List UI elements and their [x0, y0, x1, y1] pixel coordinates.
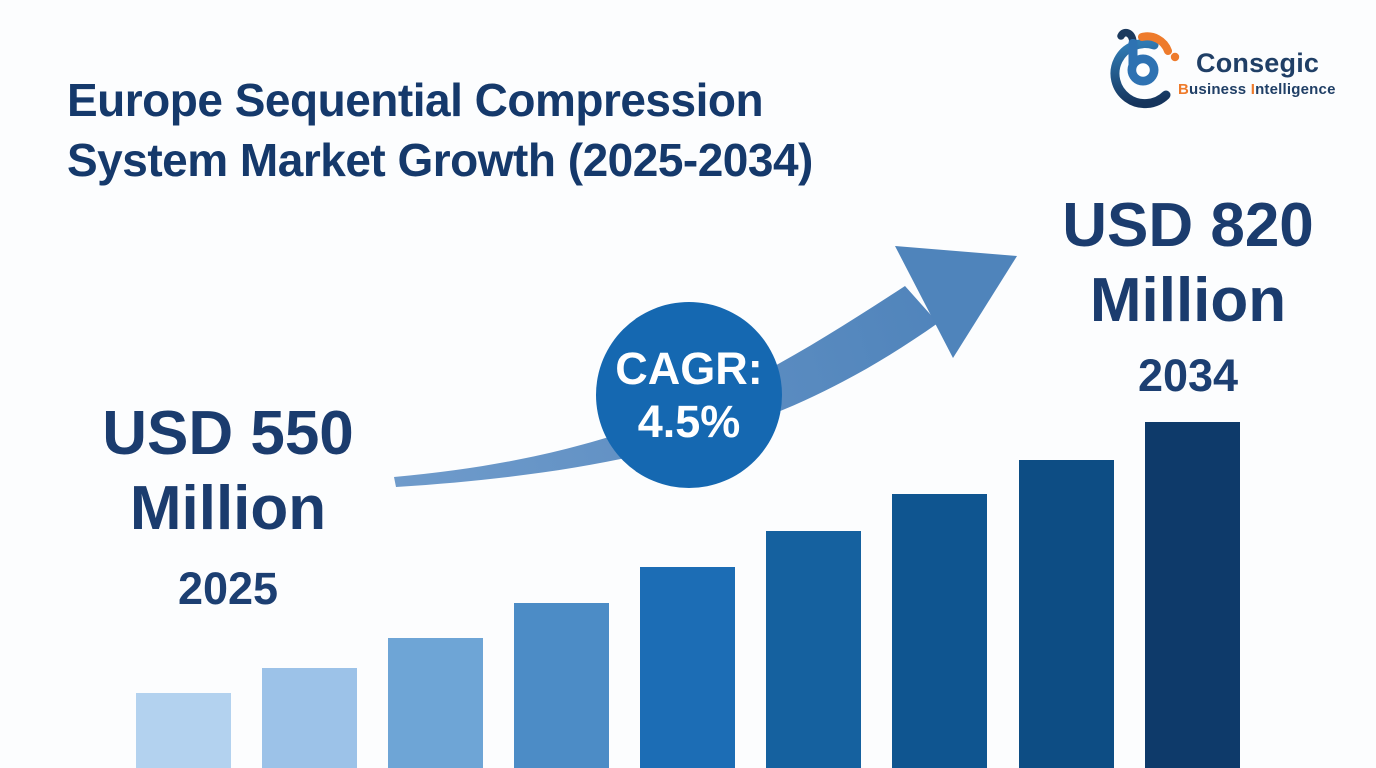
bar-5: [640, 567, 735, 768]
end-value-line1: USD 820: [1062, 191, 1314, 260]
bar-8: [1019, 460, 1114, 768]
cagr-label: CAGR:: [615, 343, 763, 394]
bar-7: [892, 494, 987, 768]
bar-3: [388, 638, 483, 768]
growth-arrow-head: [895, 246, 1017, 358]
logo-subtitle-ntelligence: ntelligence: [1255, 81, 1336, 98]
start-value-line2: Million: [129, 474, 327, 543]
cagr-value: 4.5%: [637, 396, 741, 447]
bar-9: [1145, 422, 1240, 768]
bar-1: [136, 693, 231, 768]
end-value-label: USD 820 Million: [998, 188, 1376, 338]
start-value-line1: USD 550: [102, 399, 354, 468]
start-value-label: USD 550 Million: [38, 396, 418, 546]
bar-6: [766, 531, 861, 768]
bar-4: [514, 603, 609, 768]
logo-subtitle-b: B: [1178, 81, 1190, 98]
end-value-line2: Million: [1089, 266, 1287, 335]
cagr-badge: CAGR: 4.5%: [596, 302, 782, 488]
page-title-line1: Europe Sequential Compression: [67, 74, 764, 126]
bar-2: [262, 668, 357, 768]
page-title: Europe Sequential Compression System Mar…: [67, 70, 1047, 190]
logo-orange-dot: [1170, 52, 1180, 62]
start-year-label: 2025: [177, 563, 279, 614]
page-title-line2: System Market Growth (2025-2034): [67, 134, 813, 186]
end-year-label: 2034: [1137, 350, 1239, 401]
consegic-logo-icon: [1110, 28, 1180, 109]
logo-subtitle-i: I: [1250, 81, 1256, 98]
logo-brand-name: Consegic: [1196, 48, 1320, 78]
logo-orange-arc: [1138, 32, 1172, 55]
logo-b-counter: [1136, 63, 1150, 77]
logo-subtitle: Business Intelligence: [1178, 81, 1336, 98]
logo-subtitle-usiness: usiness: [1189, 81, 1251, 98]
